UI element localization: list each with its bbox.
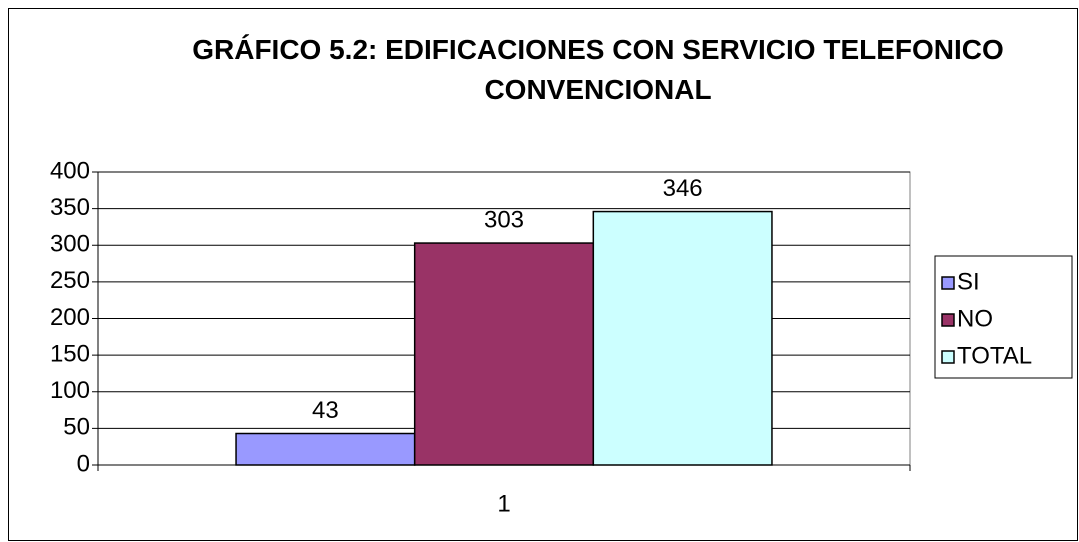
- y-tick-label: 0: [77, 450, 90, 477]
- y-tick-label: 200: [50, 304, 90, 331]
- legend-label: SI: [957, 268, 980, 295]
- data-label: 43: [312, 397, 339, 424]
- legend-box: [934, 255, 1073, 379]
- data-label: 303: [484, 206, 524, 233]
- y-tick-label: 250: [50, 267, 90, 294]
- y-tick-label: 150: [50, 340, 90, 367]
- y-tick-label: 50: [63, 414, 90, 441]
- bar: [413, 242, 595, 466]
- chart-title: GRÁFICO 5.2: EDIFICACIONES CON SERVICIO …: [192, 34, 1004, 105]
- legend-swatch: [941, 350, 955, 364]
- data-label: 346: [663, 175, 703, 202]
- bar: [592, 210, 773, 466]
- x-tick-label: 1: [497, 490, 510, 517]
- legend-label: NO: [957, 305, 993, 332]
- y-tick-label: 100: [50, 377, 90, 404]
- y-tick-label: 300: [50, 231, 90, 258]
- y-tick-label: 400: [50, 157, 90, 184]
- y-tick-label: 350: [50, 194, 90, 221]
- chart-border: [8, 8, 1078, 541]
- legend-swatch: [941, 276, 955, 290]
- legend-label: TOTAL: [957, 342, 1032, 369]
- legend-swatch: [941, 313, 955, 327]
- bar: [235, 432, 416, 466]
